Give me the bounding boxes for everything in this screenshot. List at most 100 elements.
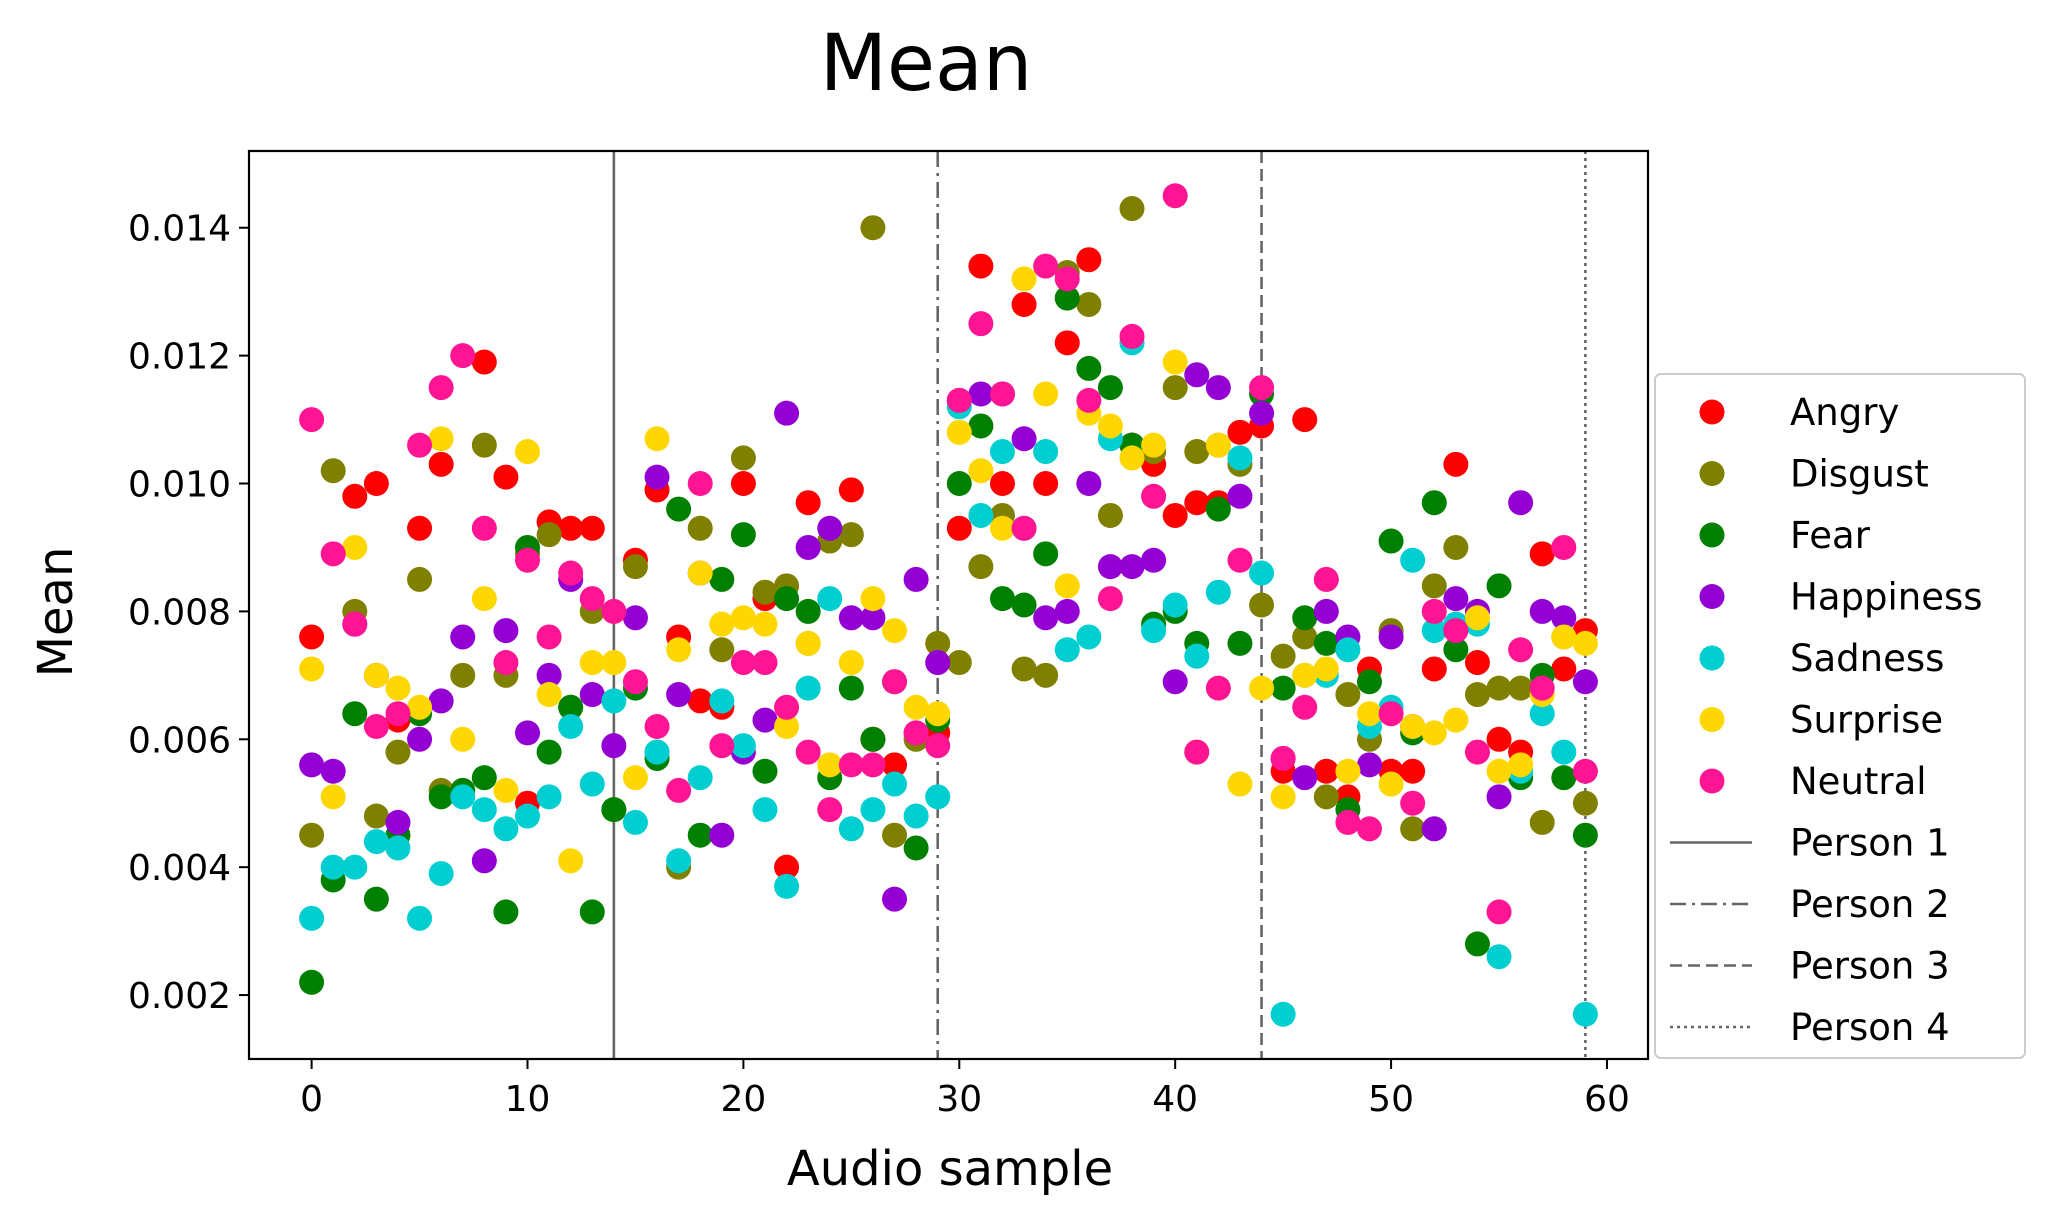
- point-fear: [1443, 637, 1469, 663]
- point-fear: [1551, 765, 1577, 791]
- point-angry: [1551, 656, 1577, 682]
- point-sadness: [363, 829, 389, 855]
- point-surprise: [1205, 432, 1231, 458]
- point-sadness: [450, 784, 476, 810]
- point-neutral: [1033, 253, 1059, 279]
- x-tick-label: 60: [1584, 1079, 1630, 1120]
- point-neutral: [493, 650, 519, 676]
- point-disgust: [1572, 790, 1598, 816]
- point-happiness: [1551, 605, 1577, 631]
- point-sadness: [493, 816, 519, 842]
- legend-marker-happiness: [1699, 584, 1725, 609]
- point-neutral: [860, 752, 886, 778]
- point-neutral: [579, 586, 605, 612]
- point-happiness: [1486, 784, 1512, 810]
- point-neutral: [299, 407, 325, 433]
- point-happiness: [795, 534, 821, 560]
- point-happiness: [1076, 471, 1102, 497]
- point-happiness: [1141, 547, 1167, 573]
- point-surprise: [471, 586, 497, 612]
- point-sadness: [428, 861, 454, 887]
- point-neutral: [752, 650, 778, 676]
- point-surprise: [342, 534, 368, 560]
- point-neutral: [1292, 694, 1318, 720]
- point-surprise: [1054, 573, 1080, 599]
- point-angry: [342, 483, 368, 509]
- point-fear: [774, 586, 800, 612]
- point-neutral: [1335, 809, 1361, 835]
- point-happiness: [817, 515, 843, 541]
- point-sadness: [882, 771, 908, 797]
- point-fear: [1292, 605, 1318, 631]
- point-sadness: [903, 803, 929, 829]
- point-happiness: [515, 720, 541, 746]
- point-sadness: [1054, 637, 1080, 663]
- point-happiness: [1184, 362, 1210, 388]
- point-angry: [1054, 330, 1080, 356]
- point-fear: [1097, 375, 1123, 401]
- point-surprise: [601, 650, 627, 676]
- point-happiness: [1356, 752, 1382, 778]
- point-sadness: [515, 803, 541, 829]
- y-tick-label: 0.012: [128, 337, 231, 378]
- point-neutral: [450, 343, 476, 369]
- point-neutral: [730, 650, 756, 676]
- legend-label: Neutral: [1790, 760, 1927, 803]
- point-fear: [363, 886, 389, 912]
- point-fear: [428, 784, 454, 810]
- point-happiness: [1162, 669, 1188, 695]
- point-disgust: [1184, 439, 1210, 465]
- point-surprise: [1270, 784, 1296, 810]
- point-disgust: [1508, 675, 1534, 701]
- x-tick-label: 10: [505, 1079, 551, 1120]
- point-disgust: [946, 650, 972, 676]
- point-sadness: [1249, 560, 1275, 586]
- point-angry: [428, 451, 454, 477]
- point-disgust: [687, 515, 713, 541]
- x-tick-label: 20: [720, 1079, 766, 1120]
- point-neutral: [1076, 387, 1102, 413]
- point-angry: [1292, 407, 1318, 433]
- point-fear: [1464, 931, 1490, 957]
- point-happiness: [320, 758, 346, 784]
- point-fear: [1313, 630, 1339, 656]
- point-fear: [1076, 355, 1102, 381]
- point-happiness: [428, 688, 454, 714]
- point-disgust: [968, 554, 994, 580]
- point-disgust: [1464, 682, 1490, 708]
- point-neutral: [622, 669, 648, 695]
- point-surprise: [428, 426, 454, 452]
- point-neutral: [1097, 586, 1123, 612]
- point-happiness: [1011, 426, 1037, 452]
- point-neutral: [1551, 534, 1577, 560]
- point-happiness: [299, 752, 325, 778]
- point-happiness: [407, 726, 433, 752]
- point-fear: [558, 694, 584, 720]
- point-angry: [882, 752, 908, 778]
- point-neutral: [817, 797, 843, 823]
- point-neutral: [1508, 637, 1534, 663]
- point-angry: [1076, 247, 1102, 273]
- point-disgust: [363, 803, 389, 829]
- point-sadness: [817, 586, 843, 612]
- point-neutral: [1486, 899, 1512, 925]
- point-surprise: [1313, 656, 1339, 682]
- point-sadness: [1076, 624, 1102, 650]
- point-neutral: [471, 515, 497, 541]
- point-neutral: [342, 611, 368, 637]
- legend-label: Sadness: [1790, 637, 1944, 680]
- point-neutral: [1119, 323, 1145, 349]
- point-disgust: [709, 637, 735, 663]
- point-neutral: [515, 547, 541, 573]
- point-angry: [687, 688, 713, 714]
- point-sadness: [1335, 637, 1361, 663]
- point-sadness: [860, 797, 886, 823]
- point-happiness: [1529, 598, 1555, 624]
- point-sadness: [1033, 439, 1059, 465]
- point-neutral: [1162, 183, 1188, 209]
- point-neutral: [1141, 483, 1167, 509]
- point-surprise: [536, 682, 562, 708]
- point-surprise: [407, 694, 433, 720]
- point-surprise: [1356, 701, 1382, 727]
- point-disgust: [1421, 573, 1447, 599]
